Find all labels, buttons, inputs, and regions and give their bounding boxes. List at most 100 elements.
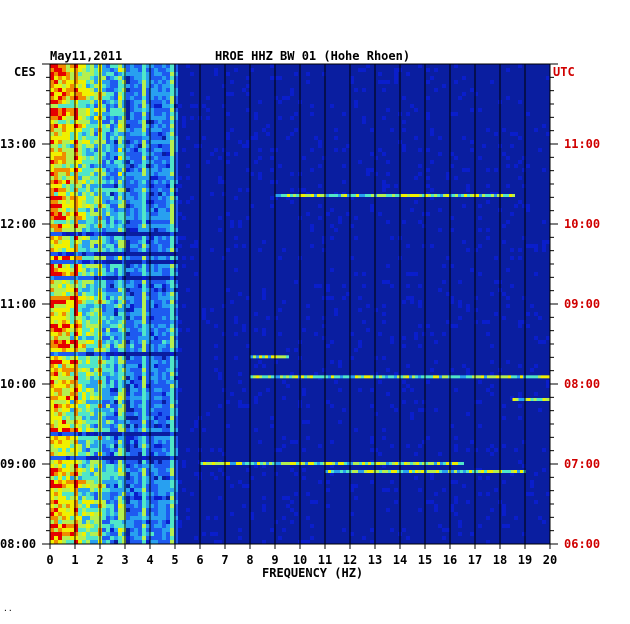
spectrogram-cell xyxy=(106,108,110,112)
spectrogram-cell xyxy=(142,420,146,424)
spectrogram-cell xyxy=(102,540,106,544)
spectrogram-cell xyxy=(74,328,78,332)
spectrogram-cell xyxy=(150,176,154,180)
spectrogram-cell xyxy=(54,76,58,80)
spectrogram-cell xyxy=(170,380,174,384)
spectrogram-cell xyxy=(154,176,158,180)
spectrogram-cell xyxy=(114,408,118,412)
spectrogram-cell xyxy=(134,348,138,352)
spectrogram-cell xyxy=(134,492,138,496)
spectrogram-cell xyxy=(70,468,74,472)
spectrogram-cell xyxy=(414,400,418,404)
event-segment xyxy=(356,194,359,197)
spectrogram-cell xyxy=(174,344,178,348)
spectrogram-cell xyxy=(166,540,170,544)
spectrogram-cell xyxy=(318,204,322,208)
spectrogram-cell xyxy=(74,396,78,400)
spectrogram-cell xyxy=(158,476,162,480)
spectrogram-cell xyxy=(62,360,66,364)
spectrogram-cell xyxy=(222,84,226,88)
spectrogram-cell xyxy=(62,300,66,304)
spectrogram-cell xyxy=(114,80,118,84)
spectrogram-cell xyxy=(70,472,74,476)
spectrogram-cell xyxy=(506,524,510,528)
spectrogram-cell xyxy=(390,284,394,288)
spectrogram-cell xyxy=(110,440,114,444)
event-segment xyxy=(401,194,404,197)
event-segment xyxy=(478,375,481,379)
spectrogram-cell xyxy=(146,324,150,328)
spectrogram-cell xyxy=(50,348,54,352)
spectrogram-cell xyxy=(78,484,82,488)
spectrogram-cell xyxy=(74,512,78,516)
spectrogram-cell xyxy=(78,312,82,316)
spectrogram-cell xyxy=(58,76,62,80)
spectrogram-cell xyxy=(90,128,94,132)
spectrogram-cell xyxy=(138,420,142,424)
spectrogram-cell xyxy=(58,532,62,536)
spectrogram-cell xyxy=(114,356,118,360)
spectrogram-cell xyxy=(94,148,98,152)
event-segment xyxy=(469,470,472,473)
spectrogram-cell xyxy=(82,120,86,124)
spectrogram-cell xyxy=(122,64,126,68)
spectrogram-cell xyxy=(66,96,70,100)
spectrogram-cell xyxy=(174,468,178,472)
spectrogram-cell xyxy=(74,260,78,264)
spectrogram-cell xyxy=(118,88,122,92)
spectrogram-cell xyxy=(514,132,518,136)
spectrogram-cell xyxy=(530,480,534,484)
spectrogram-cell xyxy=(94,112,98,116)
spectrogram-cell xyxy=(130,400,134,404)
spectrogram-cell xyxy=(58,216,62,220)
event-segment xyxy=(506,194,509,197)
spectrogram-cell xyxy=(90,288,94,292)
spectrogram-cell xyxy=(58,464,62,468)
event-segment xyxy=(392,462,395,465)
event-segment xyxy=(344,462,347,465)
spectrogram-cell xyxy=(110,80,114,84)
spectrogram-cell xyxy=(90,356,94,360)
spectrogram-cell xyxy=(422,440,426,444)
spectrogram-cell xyxy=(206,96,210,100)
event-segment xyxy=(421,375,424,379)
spectrogram-cell xyxy=(50,248,54,252)
event-segment xyxy=(268,375,271,379)
spectrogram-cell xyxy=(106,468,110,472)
spectrogram-cell xyxy=(154,236,158,240)
spectrogram-cell xyxy=(90,192,94,196)
spectrogram-cell xyxy=(226,424,230,428)
spectrogram-cell xyxy=(234,236,238,240)
spectrogram-cell xyxy=(330,104,334,108)
spectrogram-cell xyxy=(82,440,86,444)
spectrogram-cell xyxy=(54,300,58,304)
spectrogram-cell xyxy=(86,100,90,104)
spectrogram-cell xyxy=(94,484,98,488)
spectrogram-cell xyxy=(158,496,162,500)
spectrogram-cell xyxy=(94,520,98,524)
spectrogram-cell xyxy=(158,316,162,320)
spectrogram-cell xyxy=(54,280,58,284)
spectrogram-cell xyxy=(130,312,134,316)
spectrogram-cell xyxy=(82,156,86,160)
spectrogram-cell xyxy=(54,472,58,476)
spectrogram-cell xyxy=(50,408,54,412)
spectrogram-cell xyxy=(326,480,330,484)
spectrogram-cell xyxy=(138,468,142,472)
spectrogram-cell xyxy=(382,280,386,284)
spectrogram-cell xyxy=(174,308,178,312)
spectrogram-cell xyxy=(162,540,166,544)
spectrogram-cell xyxy=(50,496,54,500)
spectrogram-cell xyxy=(106,104,110,108)
event-segment xyxy=(404,194,407,197)
spectrogram-cell xyxy=(150,524,154,528)
event-segment xyxy=(286,375,289,379)
spectrogram-cell xyxy=(382,184,386,188)
spectrogram-cell xyxy=(82,448,86,452)
spectrogram-cell xyxy=(62,216,66,220)
spectrogram-cell xyxy=(58,296,62,300)
spectrogram-cell xyxy=(50,460,54,464)
spectrogram-cell xyxy=(158,200,162,204)
spectrogram-cell xyxy=(170,416,174,420)
spectrogram-cell xyxy=(58,316,62,320)
